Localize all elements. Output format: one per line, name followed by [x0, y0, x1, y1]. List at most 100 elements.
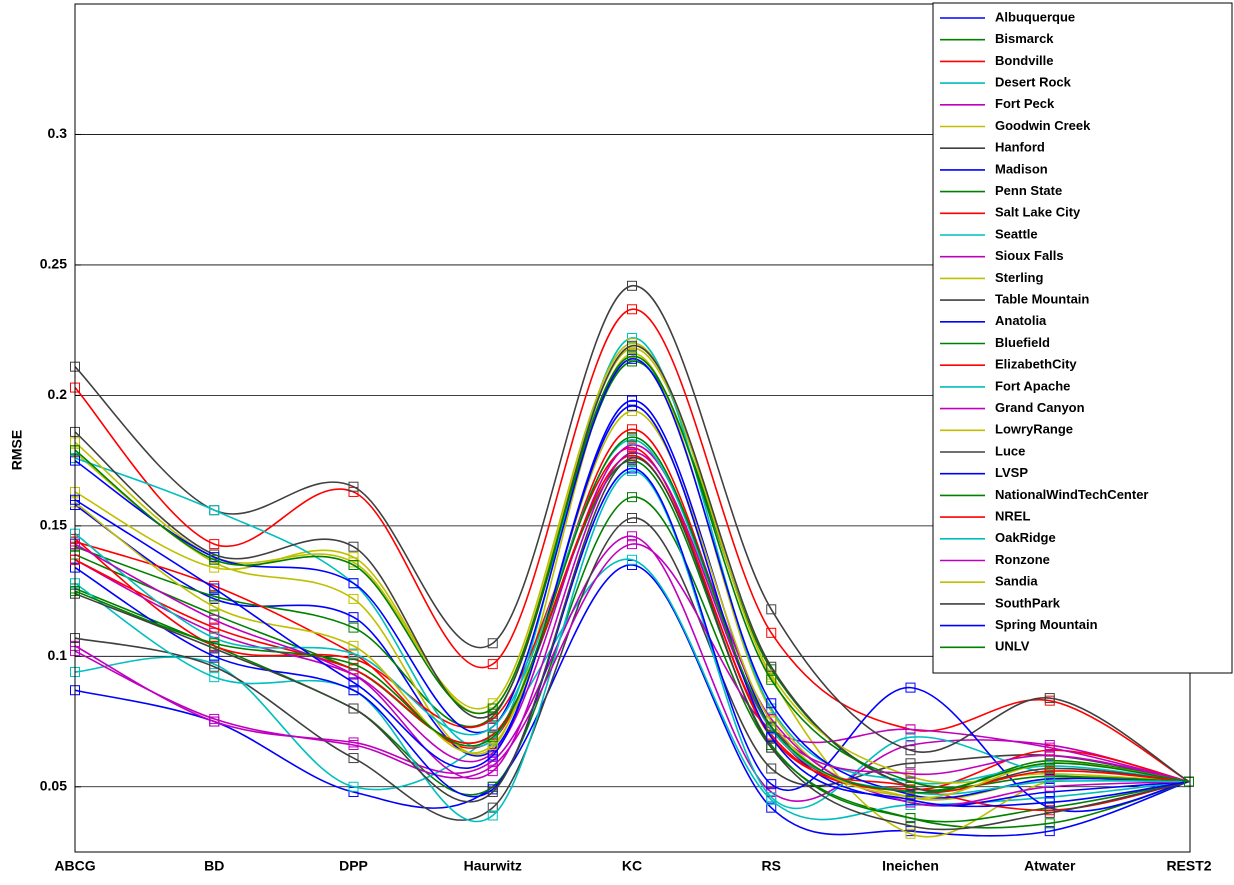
marker	[209, 601, 220, 612]
marker	[348, 740, 359, 751]
marker	[766, 721, 777, 732]
legend-label: LowryRange	[995, 422, 1073, 437]
legend-label: Sterling	[995, 270, 1043, 285]
marker	[905, 682, 916, 693]
marker	[627, 280, 637, 291]
marker	[1044, 826, 1055, 837]
series-line	[74, 517, 1190, 822]
marker	[348, 559, 359, 570]
marker	[487, 810, 498, 821]
marker	[348, 578, 359, 589]
marker	[905, 813, 916, 824]
marker	[1044, 797, 1055, 808]
legend-label: UNLV	[995, 639, 1030, 654]
x-tick-label: ABCG	[54, 858, 95, 874]
marker	[905, 768, 916, 779]
marker	[905, 794, 916, 805]
marker	[766, 674, 777, 685]
marker	[1044, 750, 1055, 761]
marker	[905, 758, 916, 769]
series-line	[74, 470, 1190, 823]
series-line	[74, 451, 1190, 783]
legend-label: Spring Mountain	[995, 617, 1098, 632]
legend-label: SouthPark	[995, 595, 1061, 610]
marker	[766, 732, 777, 743]
legend-label: Goodwin Creek	[995, 118, 1091, 133]
x-tick-label: BD	[204, 858, 224, 874]
marker	[348, 612, 359, 623]
series-line	[74, 457, 1190, 831]
marker	[1044, 766, 1055, 777]
x-tick-label: DPP	[339, 858, 368, 874]
series-line	[74, 284, 1190, 783]
marker	[348, 753, 359, 764]
legend-label: LVSP	[995, 465, 1028, 480]
marker	[1044, 807, 1055, 818]
marker	[209, 583, 220, 594]
marker	[209, 651, 220, 662]
legend-label: Bluefield	[995, 335, 1050, 350]
legend-label: Madison	[995, 161, 1048, 176]
marker	[487, 740, 498, 751]
marker	[766, 604, 777, 615]
y-tick-label: 0.3	[48, 125, 68, 141]
legend-label: Ronzone	[995, 552, 1050, 567]
marker	[348, 677, 359, 688]
legend-label: ElizabethCity	[995, 357, 1077, 372]
x-tick-label: RS	[762, 858, 781, 874]
marker	[627, 492, 637, 503]
legend: Albuquerque Bismarck Bondville Desert Rock F…	[932, 2, 1233, 674]
series-line	[74, 358, 1190, 799]
series-line	[74, 496, 1190, 829]
marker	[766, 661, 777, 672]
marker	[905, 820, 916, 831]
marker	[348, 703, 359, 714]
y-axis-label: RMSE	[9, 430, 25, 470]
series-line	[74, 444, 1190, 807]
marker	[348, 648, 359, 659]
marker	[348, 659, 359, 670]
legend-label: Anatolia	[995, 313, 1047, 328]
marker	[627, 432, 637, 443]
y-tick-label: 0.1	[48, 647, 68, 663]
marker	[766, 792, 777, 803]
marker	[487, 732, 498, 743]
marker	[766, 779, 777, 790]
legend-label: Sandia	[995, 574, 1038, 589]
legend-label: Bondville	[995, 53, 1054, 68]
marker	[348, 622, 359, 633]
legend-label: Desert Rock	[995, 75, 1072, 90]
series-line	[74, 410, 1190, 799]
y-tick-label: 0.2	[48, 386, 68, 402]
marker	[905, 732, 916, 743]
marker	[627, 304, 637, 315]
marker	[487, 802, 498, 813]
marker	[627, 463, 637, 474]
legend-label: Sioux Falls	[995, 248, 1064, 263]
marker	[487, 638, 498, 649]
marker	[766, 627, 777, 638]
legend-label: Fort Peck	[995, 96, 1055, 111]
x-tick-label: REST2	[1166, 858, 1211, 874]
marker	[209, 539, 220, 550]
marker	[905, 786, 916, 797]
legend-label: Table Mountain	[995, 292, 1089, 307]
marker	[209, 591, 220, 602]
series-line	[74, 337, 1190, 785]
marker	[348, 685, 359, 696]
marker	[348, 481, 359, 492]
marker	[1044, 693, 1055, 704]
marker	[209, 672, 220, 683]
marker	[905, 724, 916, 735]
marker	[209, 614, 220, 625]
legend-label: Bismarck	[995, 31, 1054, 46]
marker	[627, 554, 637, 565]
marker	[766, 763, 777, 774]
marker	[1044, 742, 1055, 753]
marker	[348, 669, 359, 680]
marker	[209, 505, 220, 516]
marker	[348, 541, 359, 552]
marker	[209, 622, 220, 633]
marker	[1044, 758, 1055, 769]
